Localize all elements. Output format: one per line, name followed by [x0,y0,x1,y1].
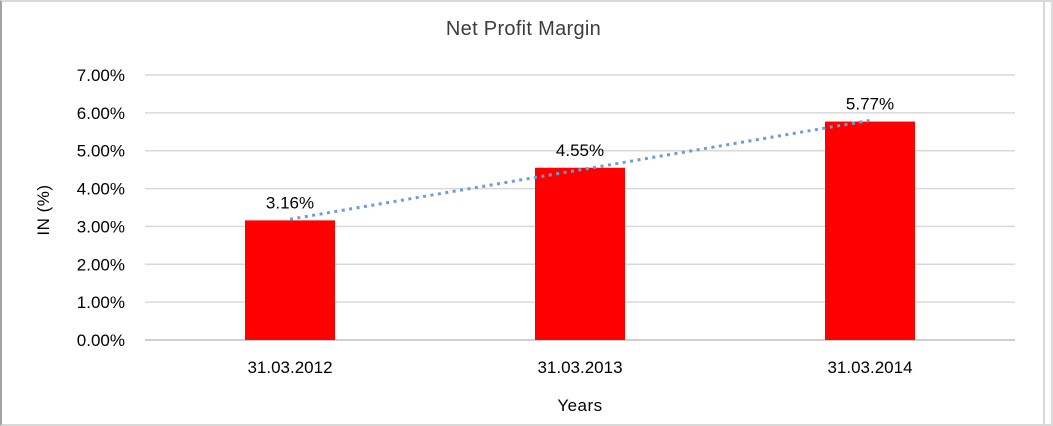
bar [245,220,335,340]
data-label: 5.77% [846,95,894,114]
bar [535,167,625,340]
x-tick-label: 31.03.2014 [827,358,912,377]
frame-divider [1043,2,1045,424]
y-tick-label: 2.00% [77,255,125,274]
x-tick-label: 31.03.2013 [537,358,622,377]
data-label: 4.55% [556,141,604,160]
x-tick-label: 31.03.2012 [247,358,332,377]
y-tick-label: 4.00% [77,180,125,199]
y-tick-label: 5.00% [77,142,125,161]
y-tick-label: 6.00% [77,104,125,123]
y-tick-label: 1.00% [77,293,125,312]
y-tick-label: 3.00% [77,217,125,236]
x-axis-title: Years [557,396,602,415]
chart-title: Net Profit Margin [445,18,602,40]
y-axis-title: IN (%) [34,184,53,235]
trendline [289,118,871,221]
data-label: 3.16% [266,193,314,212]
bar [825,121,915,340]
y-tick-label: 0.00% [77,331,125,350]
y-tick-label: 7.00% [77,66,125,85]
